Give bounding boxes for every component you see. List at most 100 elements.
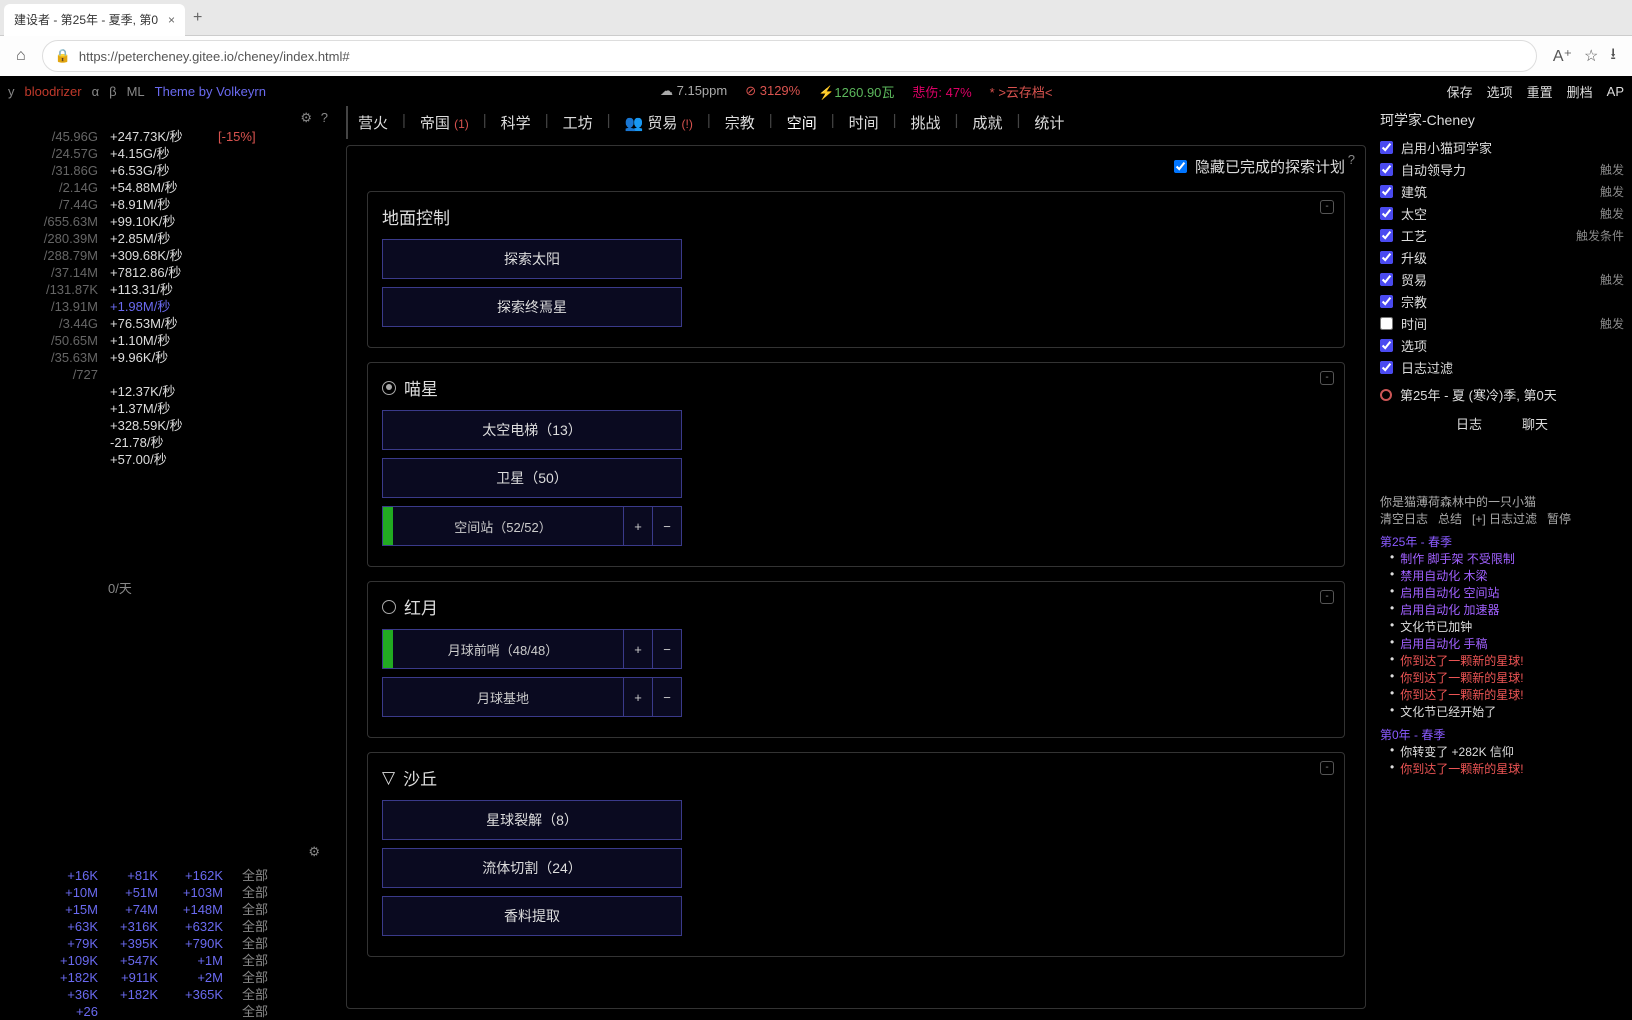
- option-label[interactable]: 建筑: [1401, 182, 1427, 201]
- minus-button[interactable]: −: [652, 629, 682, 669]
- option-label[interactable]: 时间: [1401, 314, 1427, 333]
- url-bar[interactable]: 🔒 https://petercheney.gitee.io/cheney/in…: [42, 40, 1537, 72]
- bloodrizer-link[interactable]: bloodrizer: [25, 84, 82, 99]
- trigger-link[interactable]: 触发条件: [1576, 227, 1624, 244]
- alpha[interactable]: α: [92, 84, 100, 99]
- log-control[interactable]: 暂停: [1547, 510, 1571, 527]
- build-button[interactable]: 星球裂解（8）: [382, 800, 682, 840]
- read-aloud-icon[interactable]: A⁺: [1553, 46, 1572, 66]
- option-checkbox[interactable]: [1380, 339, 1393, 352]
- scientist-option: 日志过滤: [1380, 358, 1624, 377]
- build-button[interactable]: 流体切割（24）: [382, 848, 682, 888]
- option-label[interactable]: 日志过滤: [1401, 358, 1453, 377]
- option-checkbox[interactable]: [1380, 361, 1393, 374]
- minus-button[interactable]: −: [652, 677, 682, 717]
- build-label: 太空电梯（13）: [482, 420, 582, 440]
- option-checkbox[interactable]: [1380, 207, 1393, 220]
- option-label[interactable]: 工艺: [1401, 226, 1427, 245]
- option-label[interactable]: 太空: [1401, 204, 1427, 223]
- help-icon[interactable]: ?: [1348, 152, 1355, 167]
- log-control[interactable]: 清空日志: [1380, 510, 1428, 527]
- build-button[interactable]: 月球基地 +−: [382, 677, 682, 717]
- trigger-link[interactable]: 触发: [1600, 161, 1624, 178]
- minus-button[interactable]: −: [652, 506, 682, 546]
- game-tab[interactable]: 统计: [1034, 112, 1064, 133]
- option-checkbox[interactable]: [1380, 141, 1393, 154]
- gear-icon[interactable]: ⚙: [300, 110, 312, 126]
- collapse-button[interactable]: -: [1320, 761, 1334, 775]
- build-button[interactable]: 卫星（50）: [382, 458, 682, 498]
- new-tab-button[interactable]: +: [193, 9, 202, 27]
- chat-tab[interactable]: 聊天: [1522, 414, 1548, 433]
- game-tab[interactable]: 👥 贸易 (!): [625, 112, 693, 133]
- option-label[interactable]: 宗教: [1401, 292, 1427, 311]
- option-checkbox[interactable]: [1380, 163, 1393, 176]
- option-checkbox[interactable]: [1380, 229, 1393, 242]
- build-label: 空间站（52/52）: [454, 517, 552, 536]
- download-icon[interactable]: ⭳: [1610, 43, 1616, 70]
- trigger-link[interactable]: 触发: [1600, 315, 1624, 332]
- plus-button[interactable]: +: [623, 629, 653, 669]
- game-tabs: 营火|帝国 (1)|科学|工坊|👥 贸易 (!)|宗教|空间|时间|挑战|成就|…: [346, 106, 1366, 139]
- beta[interactable]: β: [109, 84, 116, 99]
- build-button[interactable]: 月球前哨（48/48）+−: [382, 629, 682, 669]
- build-button[interactable]: 空间站（52/52） +−: [382, 506, 682, 546]
- build-button[interactable]: 探索终焉星: [382, 287, 682, 327]
- build-button[interactable]: 太空电梯（13）: [382, 410, 682, 450]
- right-panel: 珂学家-Cheney 启用小猫珂学家自动领导力触发建筑触发太空触发工艺触发条件升…: [1372, 106, 1632, 1020]
- option-checkbox[interactable]: [1380, 317, 1393, 330]
- top-link[interactable]: 删档: [1567, 82, 1593, 101]
- close-icon[interactable]: ×: [168, 13, 175, 27]
- hide-completed-checkbox[interactable]: [1174, 160, 1187, 173]
- top-link[interactable]: 重置: [1527, 82, 1553, 101]
- game-tab[interactable]: 挑战: [911, 112, 941, 133]
- help-icon[interactable]: ?: [321, 110, 328, 125]
- game-tab[interactable]: 成就: [972, 112, 1002, 133]
- theme-link[interactable]: Theme by Volkeyrn: [155, 84, 266, 99]
- option-label[interactable]: 贸易: [1401, 270, 1427, 289]
- trigger-link[interactable]: 触发: [1600, 183, 1624, 200]
- cloudsave-link[interactable]: * >云存档<: [990, 82, 1053, 101]
- url-text: https://petercheney.gitee.io/cheney/inde…: [79, 49, 350, 64]
- option-checkbox[interactable]: [1380, 251, 1393, 264]
- log-tab[interactable]: 日志: [1456, 414, 1482, 433]
- game-tab[interactable]: 时间: [849, 112, 879, 133]
- collapse-button[interactable]: -: [1320, 590, 1334, 604]
- option-checkbox[interactable]: [1380, 185, 1393, 198]
- planet-icon: ▽: [382, 768, 395, 788]
- top-link[interactable]: AP: [1607, 84, 1624, 99]
- option-label[interactable]: 启用小猫珂学家: [1401, 138, 1492, 157]
- top-link[interactable]: 选项: [1487, 82, 1513, 101]
- game-tab[interactable]: 宗教: [725, 112, 755, 133]
- favorite-icon[interactable]: ☆: [1584, 46, 1598, 66]
- option-label[interactable]: 选项: [1401, 336, 1427, 355]
- trigger-link[interactable]: 触发: [1600, 205, 1624, 222]
- log-control[interactable]: [+] 日志过滤: [1472, 510, 1537, 527]
- calendar-text: 第25年 - 夏 (寒冷)季, 第0天: [1400, 385, 1557, 404]
- option-checkbox[interactable]: [1380, 273, 1393, 286]
- trigger-link[interactable]: 触发: [1600, 271, 1624, 288]
- log-control[interactable]: 总结: [1438, 510, 1462, 527]
- option-label[interactable]: 升级: [1401, 248, 1427, 267]
- gear-icon[interactable]: ⚙: [308, 844, 320, 860]
- option-checkbox[interactable]: [1380, 295, 1393, 308]
- game-tab[interactable]: 营火: [358, 112, 388, 133]
- browser-tab[interactable]: 建设者 - 第25年 - 夏季, 第0 ×: [4, 4, 185, 36]
- game-tab[interactable]: 帝国 (1): [420, 112, 469, 133]
- game-tab[interactable]: 科学: [501, 112, 531, 133]
- option-label[interactable]: 自动领导力: [1401, 160, 1466, 179]
- tab-title: 建设者 - 第25年 - 夏季, 第0: [14, 11, 158, 28]
- scientist-title: 珂学家-Cheney: [1380, 110, 1624, 130]
- collapse-button[interactable]: -: [1320, 371, 1334, 385]
- collapse-button[interactable]: -: [1320, 200, 1334, 214]
- game-tab[interactable]: 工坊: [563, 112, 593, 133]
- home-icon[interactable]: ⌂: [16, 47, 26, 65]
- top-link[interactable]: 保存: [1447, 82, 1473, 101]
- plus-button[interactable]: +: [623, 506, 653, 546]
- plus-button[interactable]: +: [623, 677, 653, 717]
- ml[interactable]: ML: [127, 84, 145, 99]
- build-label: 月球基地: [477, 688, 529, 707]
- build-button[interactable]: 香料提取: [382, 896, 682, 936]
- game-tab[interactable]: 空间: [787, 112, 817, 133]
- build-button[interactable]: 探索太阳: [382, 239, 682, 279]
